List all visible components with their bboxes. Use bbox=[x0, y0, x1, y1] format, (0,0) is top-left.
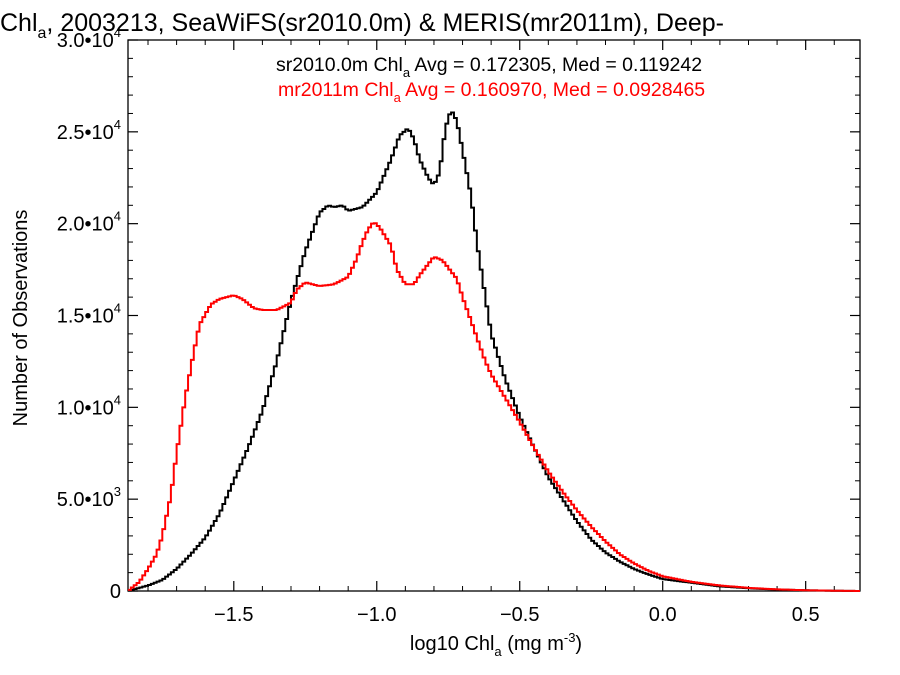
y-tick-label: 1.5•104 bbox=[57, 301, 121, 328]
y-axis-label: Number of Observations bbox=[10, 210, 32, 427]
chart-title: Chla, 2003213, SeaWiFS(sr2010.0m) & MERI… bbox=[0, 9, 724, 42]
x-tick-label: 0.5 bbox=[792, 604, 820, 626]
x-axis-label: log10 Chla (mg m-3) bbox=[410, 630, 582, 659]
y-tick-label: 3.0•104 bbox=[57, 25, 121, 52]
series-line-sr2010.0m bbox=[128, 111, 860, 592]
series-line-mr2011m bbox=[128, 222, 860, 592]
y-tick-label: 2.0•104 bbox=[57, 209, 121, 236]
y-tick-label: 1.0•104 bbox=[57, 392, 121, 419]
tick-group: −1.5 −1.0 −0.5 0.0 0.5 0 5.0•103 1.0•104 1.5•104… bbox=[57, 25, 860, 626]
x-tick-label: −0.5 bbox=[500, 604, 539, 626]
y-tick-label: 0 bbox=[110, 581, 121, 603]
x-tick-label: −1.0 bbox=[357, 604, 396, 626]
x-tick-label: 0.0 bbox=[649, 604, 677, 626]
legend-entry-sr2010: sr2010.0m Chla Avg = 0.172305, Med = 0.1… bbox=[276, 54, 702, 80]
series-group bbox=[128, 111, 860, 592]
x-tick-label: −1.5 bbox=[214, 604, 253, 626]
plot-frame bbox=[127, 39, 861, 592]
legend-entry-mr2011: mr2011m Chla Avg = 0.160970, Med = 0.092… bbox=[278, 79, 705, 105]
y-tick-label: 5.0•103 bbox=[57, 484, 121, 511]
y-tick-label: 2.5•104 bbox=[57, 117, 121, 144]
